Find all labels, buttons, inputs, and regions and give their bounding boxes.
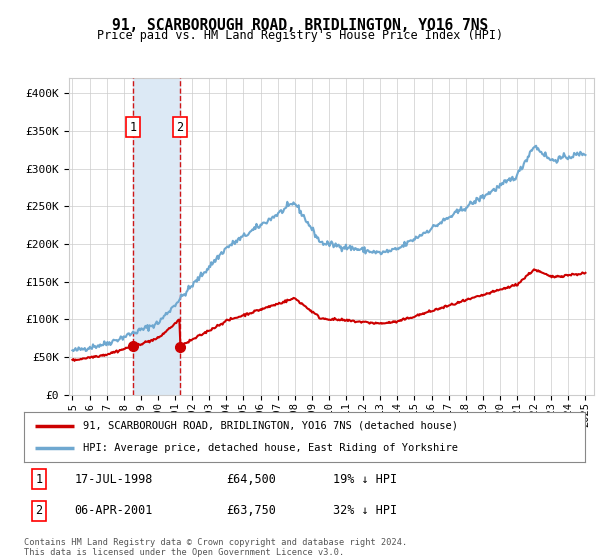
Text: 91, SCARBOROUGH ROAD, BRIDLINGTON, YO16 7NS (detached house): 91, SCARBOROUGH ROAD, BRIDLINGTON, YO16 …	[83, 421, 458, 431]
Text: £64,500: £64,500	[226, 473, 276, 486]
Text: 32% ↓ HPI: 32% ↓ HPI	[332, 504, 397, 517]
Text: Contains HM Land Registry data © Crown copyright and database right 2024.
This d: Contains HM Land Registry data © Crown c…	[24, 538, 407, 557]
Text: £63,750: £63,750	[226, 504, 276, 517]
Text: 2: 2	[176, 121, 183, 134]
Bar	[133, 78, 179, 395]
Text: 06-APR-2001: 06-APR-2001	[74, 504, 153, 517]
Text: Price paid vs. HM Land Registry's House Price Index (HPI): Price paid vs. HM Land Registry's House …	[97, 29, 503, 42]
Text: 2: 2	[35, 504, 43, 517]
Text: 1: 1	[35, 473, 43, 486]
Text: HPI: Average price, detached house, East Riding of Yorkshire: HPI: Average price, detached house, East…	[83, 443, 458, 453]
Text: 91, SCARBOROUGH ROAD, BRIDLINGTON, YO16 7NS: 91, SCARBOROUGH ROAD, BRIDLINGTON, YO16 …	[112, 18, 488, 33]
Text: 17-JUL-1998: 17-JUL-1998	[74, 473, 153, 486]
Text: 19% ↓ HPI: 19% ↓ HPI	[332, 473, 397, 486]
Text: 1: 1	[130, 121, 137, 134]
